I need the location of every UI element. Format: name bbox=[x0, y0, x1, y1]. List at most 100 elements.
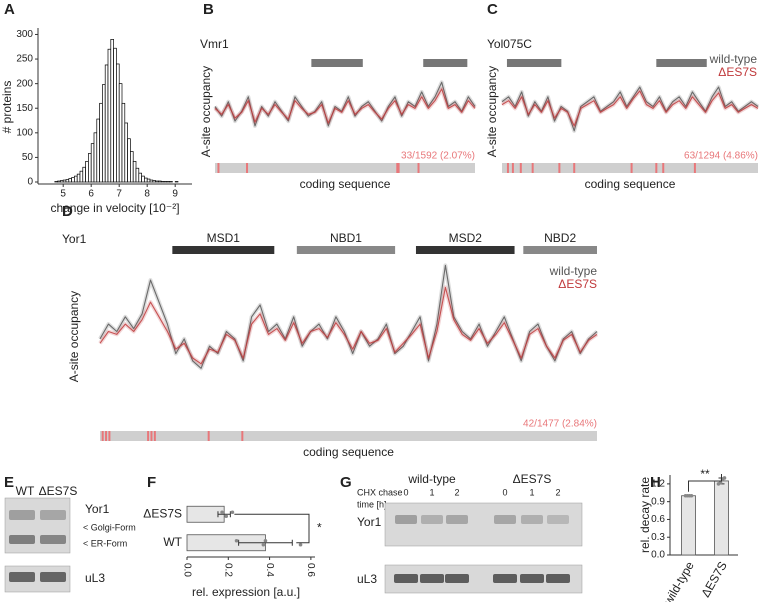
gene-title: Yor1 bbox=[62, 232, 87, 246]
y-tick-label: 200 bbox=[16, 78, 33, 89]
histogram-bar bbox=[96, 118, 100, 183]
series-line bbox=[99, 286, 598, 365]
domain-label: MSD2 bbox=[449, 231, 483, 245]
blot-band bbox=[9, 572, 35, 582]
histogram-bar bbox=[110, 39, 114, 183]
difference-mark bbox=[147, 431, 150, 441]
histogram-bar bbox=[57, 180, 61, 183]
y-tick-label: 1.2 bbox=[651, 479, 665, 490]
histogram-bar bbox=[90, 143, 95, 183]
lane-label: 1 bbox=[429, 487, 434, 497]
data-point bbox=[224, 514, 229, 519]
domain-label: NBD1 bbox=[330, 231, 362, 245]
blot-band bbox=[445, 574, 469, 583]
category-label: ΔES7S bbox=[143, 506, 182, 520]
lane-label: 2 bbox=[555, 487, 560, 497]
difference-mark bbox=[101, 431, 104, 441]
blot-band bbox=[520, 574, 544, 583]
legend-entry: wild-type bbox=[709, 52, 758, 66]
histogram-bar bbox=[99, 102, 103, 183]
significance-label: * bbox=[317, 521, 322, 535]
panel-letter: A bbox=[4, 1, 15, 18]
panel-letter: B bbox=[203, 1, 214, 18]
blot-band bbox=[446, 515, 468, 524]
y-tick-label: 0.0 bbox=[651, 550, 665, 561]
blot-band bbox=[420, 574, 444, 583]
annotation: < ER-Form bbox=[83, 538, 127, 548]
histogram-bar bbox=[121, 102, 126, 183]
histogram-bar bbox=[135, 167, 140, 183]
error-bar bbox=[238, 539, 293, 546]
lane-label: 0 bbox=[403, 487, 408, 497]
histogram-bar bbox=[118, 83, 123, 183]
y-tick-label: 0.3 bbox=[651, 532, 665, 543]
domain-bar bbox=[172, 246, 275, 254]
y-tick-label: 150 bbox=[16, 103, 33, 114]
difference-count: 42/1477 (2.84%) bbox=[523, 419, 597, 430]
histogram-bar bbox=[144, 177, 148, 183]
histogram-bar bbox=[113, 47, 117, 183]
y-tick-label: 250 bbox=[16, 54, 33, 65]
difference-mark bbox=[246, 163, 249, 173]
difference-mark bbox=[396, 163, 399, 173]
x-tick-label: 0.2 bbox=[223, 563, 234, 577]
x-tick-label: ΔES7S bbox=[698, 559, 729, 600]
lane-axis-label: CHX chase bbox=[357, 487, 403, 497]
significance-bracket bbox=[688, 473, 722, 492]
x-tick-label: 0.4 bbox=[264, 563, 275, 577]
blot-band bbox=[421, 515, 443, 524]
row-label: Yor1 bbox=[85, 502, 110, 516]
histogram-bar bbox=[71, 177, 75, 183]
histogram-bar bbox=[82, 166, 86, 183]
histogram-bar bbox=[68, 178, 72, 183]
blot-band bbox=[9, 510, 35, 520]
histogram-bar bbox=[127, 138, 131, 183]
panel-letter: H bbox=[650, 474, 661, 491]
y-tick-label: 300 bbox=[16, 29, 33, 40]
domain-bar bbox=[296, 246, 396, 254]
difference-count: 33/1592 (2.07%) bbox=[401, 151, 475, 162]
difference-mark bbox=[573, 163, 576, 173]
y-axis-label: A-site occupancy bbox=[485, 66, 499, 157]
coding-sequence-bar bbox=[100, 431, 597, 441]
difference-mark bbox=[531, 163, 534, 173]
x-tick-label: 7 bbox=[116, 189, 122, 200]
y-axis-label: # proteins bbox=[0, 81, 14, 134]
row-label: Yor1 bbox=[357, 515, 382, 529]
histogram-bar bbox=[138, 172, 142, 183]
legend-entry: ΔES7S bbox=[718, 65, 757, 79]
histogram-bar bbox=[102, 84, 106, 183]
x-axis-label: change in velocity [10⁻²] bbox=[50, 201, 179, 215]
legend-entry: wild-type bbox=[549, 264, 598, 278]
difference-mark bbox=[397, 163, 400, 173]
difference-mark bbox=[241, 431, 244, 441]
y-tick-label: 50 bbox=[22, 152, 34, 163]
histogram-bar bbox=[158, 180, 162, 183]
difference-mark bbox=[519, 163, 522, 173]
data-point bbox=[220, 510, 224, 515]
data-point bbox=[298, 542, 303, 547]
histogram-bar bbox=[116, 63, 120, 183]
coding-sequence-bar bbox=[215, 163, 475, 173]
y-tick-label: 0.6 bbox=[651, 514, 665, 525]
difference-mark bbox=[105, 431, 108, 441]
blot-band bbox=[395, 515, 417, 524]
domain-bar bbox=[506, 59, 562, 67]
x-tick-label: 5 bbox=[60, 189, 66, 200]
bar bbox=[714, 480, 729, 556]
y-tick-label: 100 bbox=[16, 127, 33, 138]
x-tick-label: 6 bbox=[88, 189, 94, 200]
bar bbox=[681, 495, 696, 556]
difference-mark bbox=[693, 163, 696, 173]
significance-bracket bbox=[234, 513, 310, 544]
lane-label: 1 bbox=[529, 487, 534, 497]
y-axis-label: A-site occupancy bbox=[199, 66, 213, 157]
x-axis-label: coding sequence bbox=[303, 445, 394, 459]
series-line bbox=[501, 90, 759, 127]
category-label: WT bbox=[163, 535, 182, 549]
difference-mark bbox=[655, 163, 658, 173]
blot-membrane bbox=[384, 502, 583, 547]
blot-band bbox=[9, 535, 35, 544]
histogram-bar bbox=[65, 179, 70, 183]
domain-bar bbox=[423, 59, 468, 67]
